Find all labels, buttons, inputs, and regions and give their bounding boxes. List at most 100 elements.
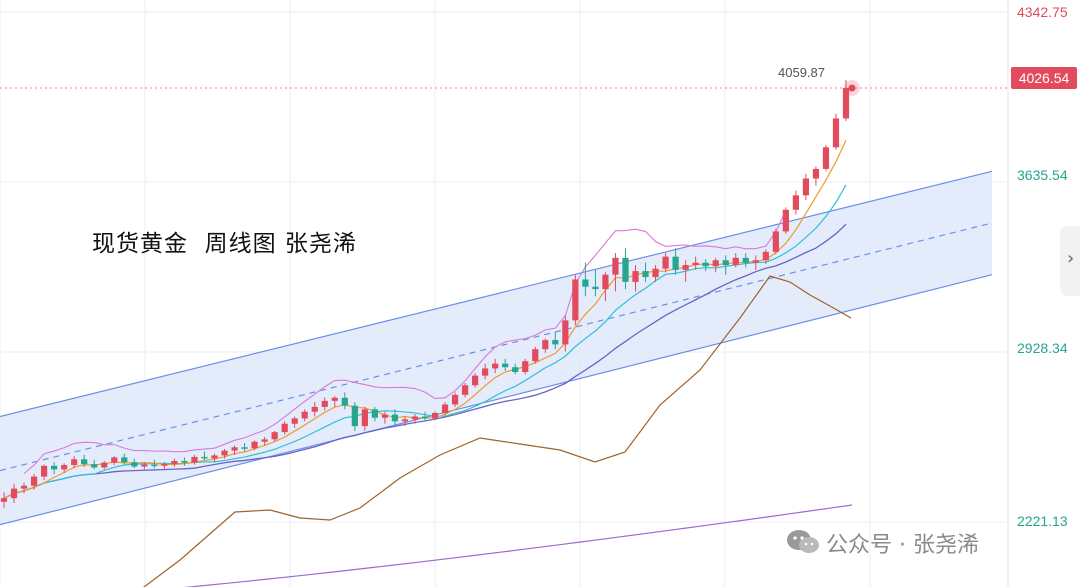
y-tick-label: 3635.54 bbox=[1017, 167, 1068, 183]
candle-body bbox=[612, 257, 619, 275]
candle-body bbox=[391, 414, 399, 422]
candle-body bbox=[181, 460, 188, 463]
candle-body bbox=[542, 340, 549, 350]
candle-body bbox=[331, 397, 338, 401]
candle-body bbox=[241, 447, 248, 449]
candle-body bbox=[792, 195, 799, 210]
chart-annotation: 现货黄金 周线图 张尧浠 bbox=[92, 231, 357, 257]
channel-upper-line bbox=[0, 170, 993, 418]
candle-body bbox=[782, 209, 789, 232]
candle-body bbox=[30, 476, 38, 486]
candle-body bbox=[381, 414, 389, 418]
candle-body bbox=[632, 271, 639, 282]
candle-body bbox=[622, 257, 629, 282]
candle-body bbox=[311, 406, 318, 412]
candle-body bbox=[261, 439, 268, 442]
candle-body bbox=[411, 416, 419, 420]
candle-body bbox=[0, 498, 8, 502]
wechat-icon bbox=[787, 530, 819, 553]
high-price-label: 4059.87 bbox=[778, 65, 825, 80]
candle-body bbox=[742, 257, 749, 263]
candle-body bbox=[712, 260, 719, 267]
candle-body bbox=[482, 368, 489, 376]
candle-body bbox=[351, 405, 358, 427]
candle-body bbox=[451, 394, 459, 405]
candle-body bbox=[71, 459, 78, 466]
candle-body bbox=[161, 464, 168, 466]
indicator-line bbox=[142, 275, 852, 587]
candle-body bbox=[111, 457, 118, 463]
candle-body bbox=[822, 147, 830, 169]
chevron-right-icon: › bbox=[1067, 248, 1075, 269]
candle-body bbox=[762, 251, 769, 261]
candle-body bbox=[522, 361, 529, 373]
candle-body bbox=[10, 488, 18, 499]
candle-body bbox=[40, 465, 48, 477]
candle-body bbox=[441, 404, 449, 413]
candle-body bbox=[752, 260, 759, 263]
candle-body bbox=[431, 412, 439, 419]
candle-body bbox=[602, 274, 609, 290]
candle-body bbox=[221, 450, 228, 456]
y-tick-label: 2221.13 bbox=[1017, 513, 1068, 529]
y-tick-label: 4342.75 bbox=[1017, 4, 1068, 20]
candle-body bbox=[732, 257, 739, 266]
candle-body bbox=[832, 118, 840, 148]
candle-body bbox=[141, 464, 148, 467]
candle-body bbox=[842, 88, 850, 119]
candle-body bbox=[211, 455, 218, 459]
candle-body bbox=[231, 447, 238, 451]
candle-body bbox=[271, 432, 278, 440]
candle-body bbox=[291, 418, 298, 424]
candle-body bbox=[251, 441, 258, 449]
candle-body bbox=[81, 459, 88, 465]
candle-body bbox=[401, 419, 409, 422]
candle-body bbox=[91, 464, 98, 468]
candle-body bbox=[592, 286, 599, 290]
candle-body bbox=[502, 363, 509, 368]
watermark-text: 公众号 · 张尧浠 bbox=[826, 533, 979, 558]
expand-panel-button[interactable]: › bbox=[1060, 226, 1080, 296]
candle-body bbox=[361, 409, 368, 427]
ma-long-line bbox=[183, 504, 853, 587]
bollinger-upper-line bbox=[23, 210, 787, 475]
candle-body bbox=[682, 265, 689, 270]
candle-body bbox=[552, 340, 559, 345]
y-tick-label: 2928.34 bbox=[1017, 340, 1068, 356]
candle-body bbox=[421, 416, 429, 419]
candle-body bbox=[722, 260, 729, 266]
candle-body bbox=[572, 279, 579, 321]
channel-lower-line bbox=[0, 274, 993, 526]
candle-body bbox=[121, 457, 128, 463]
candle-body bbox=[562, 320, 569, 345]
candle-body bbox=[461, 385, 469, 395]
candle-body bbox=[672, 256, 679, 270]
candle-body bbox=[20, 485, 28, 489]
candle-body bbox=[201, 456, 208, 459]
candle-body bbox=[101, 462, 108, 468]
candle-body bbox=[151, 464, 158, 467]
candle-body bbox=[301, 411, 308, 419]
candle-body bbox=[802, 178, 810, 196]
current-price-tag: 4026.54 bbox=[1011, 67, 1077, 89]
candle-body bbox=[642, 271, 649, 278]
candle-body bbox=[652, 268, 659, 278]
candle-body bbox=[662, 256, 669, 269]
candle-body bbox=[772, 231, 779, 252]
candle-body bbox=[692, 262, 699, 266]
candle-body bbox=[61, 465, 68, 470]
candle-body bbox=[51, 465, 58, 470]
candle-body bbox=[171, 460, 178, 465]
candle-body bbox=[191, 456, 198, 463]
candle-body bbox=[472, 375, 479, 386]
candle-body bbox=[702, 262, 709, 267]
candle-body bbox=[341, 397, 348, 406]
candle-body bbox=[512, 367, 519, 373]
candle-body bbox=[532, 349, 539, 362]
candle-body bbox=[492, 363, 499, 369]
candle-body bbox=[371, 409, 378, 418]
price-marker bbox=[848, 84, 856, 92]
candle-body bbox=[321, 400, 328, 407]
